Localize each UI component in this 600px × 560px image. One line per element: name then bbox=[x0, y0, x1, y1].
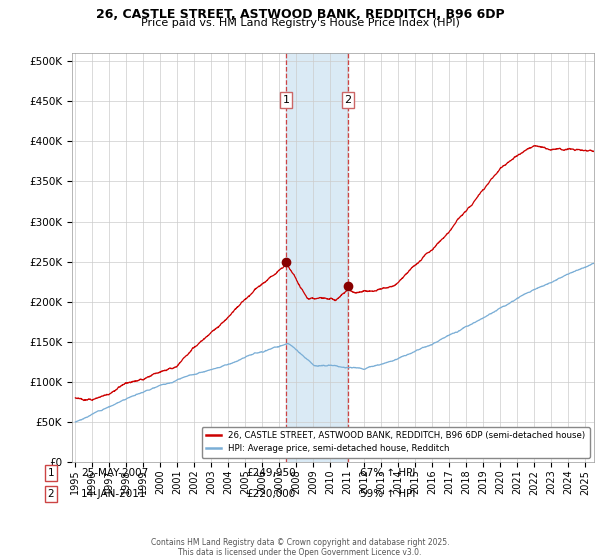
Text: 25-MAY-2007: 25-MAY-2007 bbox=[81, 468, 148, 478]
Bar bbox=[286, 53, 348, 462]
Text: Price paid vs. HM Land Registry's House Price Index (HPI): Price paid vs. HM Land Registry's House … bbox=[140, 18, 460, 29]
Text: 2: 2 bbox=[47, 489, 55, 499]
Legend: 26, CASTLE STREET, ASTWOOD BANK, REDDITCH, B96 6DP (semi-detached house), HPI: A: 26, CASTLE STREET, ASTWOOD BANK, REDDITC… bbox=[202, 427, 590, 458]
Text: 1: 1 bbox=[47, 468, 55, 478]
Text: £249,950: £249,950 bbox=[246, 468, 296, 478]
Text: 67% ↑ HPI: 67% ↑ HPI bbox=[360, 468, 415, 478]
Text: 26, CASTLE STREET, ASTWOOD BANK, REDDITCH, B96 6DP: 26, CASTLE STREET, ASTWOOD BANK, REDDITC… bbox=[95, 8, 505, 21]
Text: £220,000: £220,000 bbox=[246, 489, 295, 499]
Text: 14-JAN-2011: 14-JAN-2011 bbox=[81, 489, 146, 499]
Text: 59% ↑ HPI: 59% ↑ HPI bbox=[360, 489, 415, 499]
Text: Contains HM Land Registry data © Crown copyright and database right 2025.
This d: Contains HM Land Registry data © Crown c… bbox=[151, 538, 449, 557]
Text: 2: 2 bbox=[344, 95, 352, 105]
Text: 1: 1 bbox=[283, 95, 289, 105]
